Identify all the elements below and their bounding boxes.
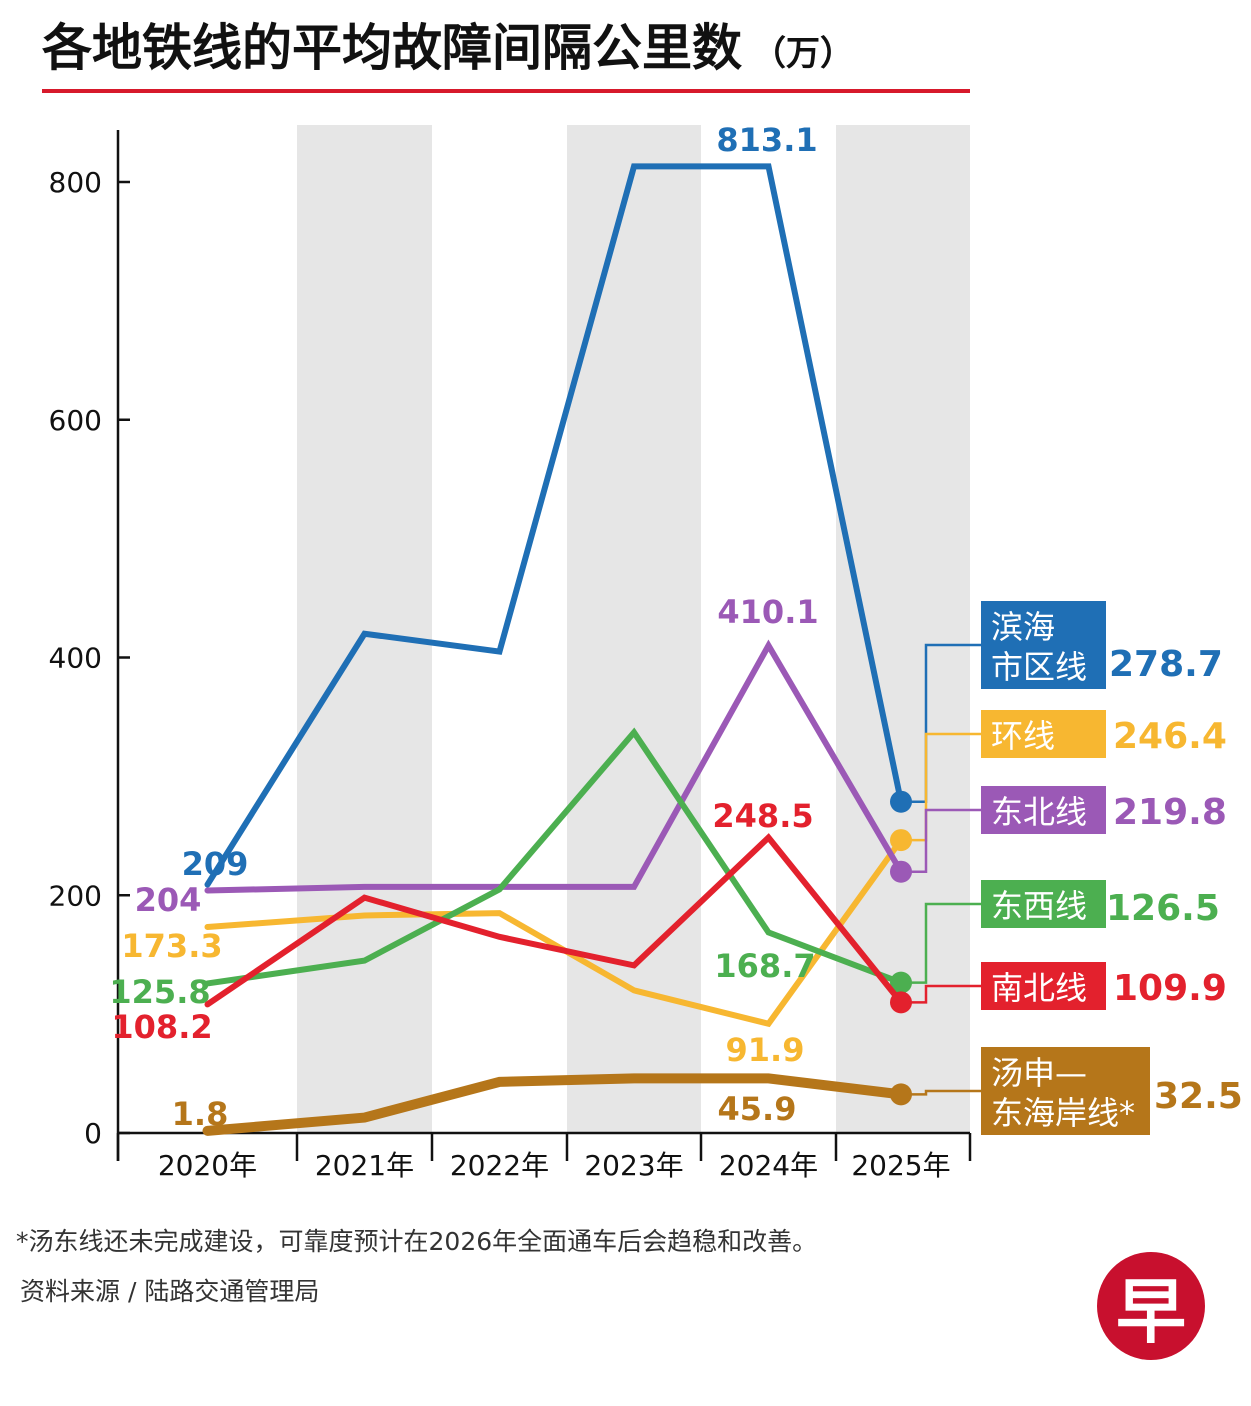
- data-label: 204: [135, 881, 202, 919]
- legend-box-1: [981, 710, 1106, 758]
- y-tick-label: 0: [84, 1117, 102, 1150]
- legend-connector-1: [909, 732, 981, 842]
- legend-box-5: [981, 1047, 1150, 1135]
- legend-connector-2: [909, 808, 981, 873]
- x-tick-label: 2024年: [719, 1149, 818, 1182]
- x-tick-label: 2025年: [851, 1149, 950, 1182]
- y-tick-label: 600: [49, 404, 102, 437]
- legend-connector-0: [909, 643, 981, 803]
- legend-label: 滨海: [991, 608, 1055, 646]
- legend-box-4: [981, 962, 1106, 1010]
- legend-box-2: [981, 786, 1106, 834]
- legend-label: 南北线: [991, 969, 1087, 1007]
- line-chart: 0 200 400 600 800 2020年 2021年 2022年 2023年 2024年 20…: [49, 121, 1243, 1182]
- legend-connector-5: [909, 1089, 981, 1096]
- legend-label: 市区线: [991, 648, 1087, 686]
- title-underline: [42, 89, 970, 93]
- x-tick-label: 2021年: [315, 1149, 414, 1182]
- series-line-5: [202, 1073, 906, 1136]
- data-label: 168.7: [714, 947, 815, 985]
- series-line-3: [204, 727, 904, 987]
- legend-connector-3: [909, 902, 981, 984]
- chart-title-text: 各地铁线的平均故障间隔公里数: [42, 19, 742, 77]
- series-end-point-3: [890, 971, 912, 994]
- year-band-1: [297, 125, 432, 1133]
- legend-label: 东海岸线*: [991, 1094, 1135, 1132]
- legend-end-value: 126.5: [1106, 888, 1220, 929]
- data-label: 91.9: [726, 1031, 805, 1069]
- legend-end-value: 246.4: [1113, 716, 1227, 757]
- x-tick-label: 2020年: [158, 1149, 257, 1182]
- data-label: 209: [182, 845, 249, 883]
- legend-label: 东北线: [991, 793, 1087, 831]
- source-note: 资料来源 / 陆路交通管理局: [20, 1277, 320, 1306]
- series-line-2: [204, 639, 904, 894]
- legend-end-value: 32.5: [1154, 1076, 1243, 1117]
- legend-end-value: 109.9: [1113, 968, 1227, 1009]
- series-end-point-1: [890, 829, 912, 852]
- data-label: 410.1: [717, 593, 818, 631]
- year-band-3: [567, 125, 701, 1133]
- series-end-point-4: [890, 991, 912, 1014]
- series-line-0: [204, 163, 904, 888]
- series-end-point-2: [890, 860, 912, 883]
- legend-box-3: [981, 880, 1106, 928]
- data-label: 1.8: [172, 1095, 229, 1133]
- footnote: *汤东线还未完成建设，可靠度预计在2026年全面通车后会趋稳和改善。: [16, 1227, 818, 1256]
- series-end-point-0: [890, 790, 912, 813]
- legend-label: 东西线: [991, 887, 1087, 925]
- chart-unit: （万）: [752, 34, 854, 74]
- y-tick-label: 800: [49, 166, 102, 199]
- x-tick-label: 2023年: [584, 1149, 683, 1182]
- logo-text: 早: [1116, 1270, 1186, 1353]
- legend-end-value: 278.7: [1109, 644, 1223, 685]
- series-line-4: [204, 833, 904, 1008]
- legend-box-0: [981, 601, 1106, 689]
- data-label: 813.1: [716, 121, 817, 159]
- series-end-point-5: [890, 1083, 912, 1106]
- legend-end-value: 219.8: [1113, 792, 1227, 833]
- data-label: 45.9: [718, 1090, 797, 1128]
- legend-label: 汤申—: [991, 1054, 1087, 1092]
- legend-label: 环线: [991, 717, 1055, 755]
- data-label: 173.3: [121, 927, 222, 965]
- data-label: 125.8: [109, 973, 210, 1011]
- data-label: 108.2: [111, 1008, 212, 1046]
- data-label: 248.5: [712, 797, 813, 835]
- legend-connector-4: [909, 984, 981, 1004]
- chart-title: 各地铁线的平均故障间隔公里数 （万）: [42, 18, 854, 78]
- x-tick-label: 2022年: [450, 1149, 549, 1182]
- y-tick-label: 400: [49, 642, 102, 675]
- y-tick-label: 200: [49, 879, 102, 912]
- zaobao-logo: 早: [1097, 1252, 1205, 1360]
